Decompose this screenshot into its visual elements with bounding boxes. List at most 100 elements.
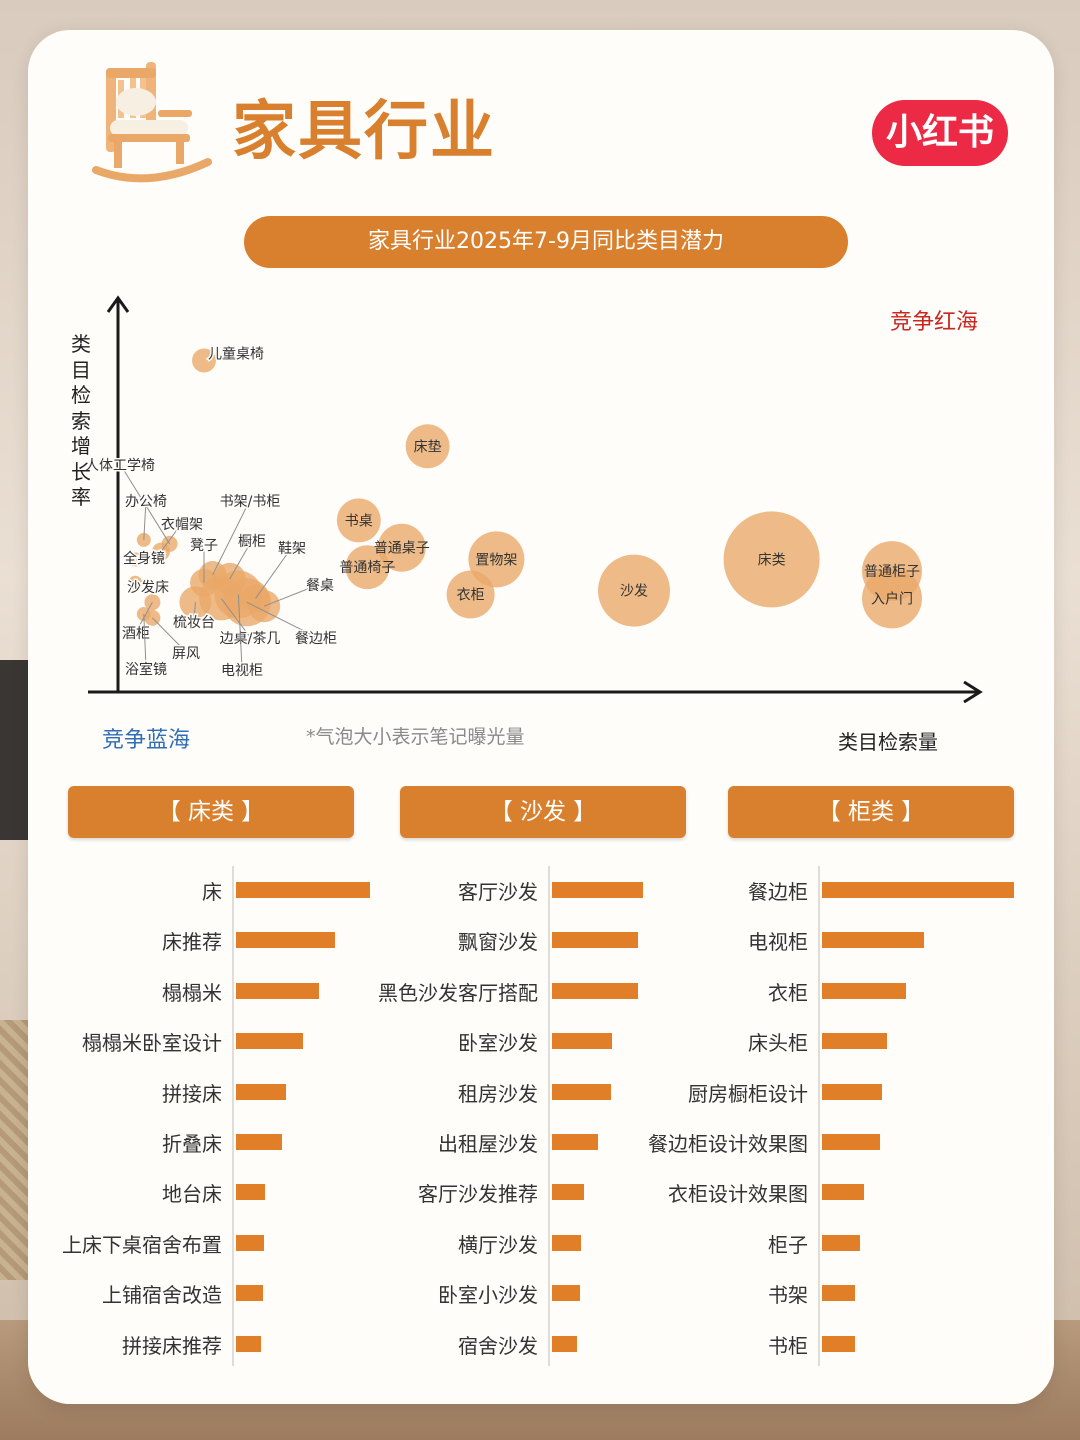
bar-value [552,1134,599,1150]
bar-category-label: 拼接床推荐 [122,1333,222,1358]
bubble-point [468,531,525,588]
bar-category-label: 卧室小沙发 [438,1283,538,1308]
bar-value [236,1184,266,1201]
bubble-label: 书桌 [345,513,373,529]
bar-category-label: 电视柜 [748,930,808,955]
panel-title-bed: 【 床类 】 [68,786,354,838]
leader-line [220,598,251,638]
bubble-label: 床类 [758,552,786,568]
bar-row: 餐边柜设计效果图 [630,1118,1030,1168]
bar-category-label: 床推荐 [162,930,222,955]
leader-line [119,463,171,545]
bubble-label: 边桌/茶几 [220,631,281,647]
bubble-point [723,511,820,608]
bar-category-label: 飘窗沙发 [458,930,538,955]
leader-line [143,499,147,540]
bubble-point [192,348,216,373]
bar-value [552,1033,613,1050]
bubble-label: 人体工学椅 [85,458,155,474]
bar-value [552,1234,582,1251]
bar-value [236,1234,265,1251]
bar-category-label: 榻榻米卧室设计 [82,1031,222,1056]
bar-value [552,932,639,949]
x-axis-arrow [963,680,983,704]
bar-chart-sofa: 客厅沙发飘窗沙发黑色沙发客厅搭配卧室沙发租房沙发出租屋沙发客厅沙发推荐 横厅沙发卧… [356,866,656,1366]
bar-value [236,1285,263,1302]
panel-title-cabinet: 【 柜类 】 [728,786,1014,838]
bar-value [822,1083,882,1100]
bar-row: 地台床 [40,1168,380,1218]
bar-row: 飘窗沙发 [356,916,656,966]
bar-row: 拼接床 [40,1068,380,1118]
bar-category-label: 卧室沙发 [458,1031,538,1056]
bar-row: 上铺宿舍改造 [40,1269,380,1319]
bar-value [552,1184,584,1201]
bar-row: 折叠床 [40,1118,380,1168]
bubble-label: 凳子 [190,538,218,554]
bubble-label: 床垫 [414,439,442,455]
bar-row: 榻榻米 [40,967,380,1017]
leader-line [193,602,196,622]
bar-category-label: 折叠床 [162,1132,222,1156]
bar-value [552,1285,581,1302]
bar-category-label: 宿舍沙发 [458,1333,538,1358]
brand-badge[interactable]: 小红书 [872,100,1008,166]
bar-row: 横厅沙发 [356,1219,656,1269]
bar-row: 出租屋沙发 [356,1118,656,1168]
bar-category-label: 客厅沙发 [458,880,538,904]
bar-value [552,1335,577,1352]
bubble-point [336,498,381,543]
bar-row: 床头柜 [630,1017,1030,1067]
bar-row: 床 [40,866,380,916]
bar-category-label: 书柜 [768,1333,808,1358]
bubble-label: 梳妆台 [173,615,215,631]
chart-subtitle: 家具行业2025年7-9月同比类目潜力 [244,216,848,268]
y-axis-label: 类目检索增长率 [71,332,91,509]
bubble-label: 入户门 [871,590,913,607]
bubble-label: 办公椅 [125,494,167,510]
bar-value [822,1335,855,1352]
bubble-label: 电视柜 [221,663,263,679]
bar-value [236,932,336,949]
bubble-label: 餐边柜 [295,631,337,647]
bar-value [822,982,907,999]
bar-category-label: 租房沙发 [458,1081,538,1106]
leader-line [152,617,187,653]
bar-category-label: 餐边柜设计效果图 [648,1132,808,1156]
bar-axis-line [548,866,550,1366]
bar-value [822,1184,865,1201]
bar-value [822,1033,888,1050]
bubble-point [446,570,495,619]
bubble-label: 书架/书柜 [220,494,281,510]
bar-value [822,1134,880,1150]
bar-category-label: 黑色沙发客厅搭配 [378,980,538,1005]
bar-row: 床推荐 [40,916,380,966]
bar-row: 书柜 [630,1320,1030,1370]
bar-row: 租房沙发 [356,1068,656,1118]
bubble-label: 浴室镜 [125,661,167,678]
bubble-point [862,568,922,629]
bar-value [822,1234,861,1251]
bar-row: 柜子 [630,1219,1030,1269]
bar-value [236,882,370,898]
room-rug [0,1020,30,1280]
bar-value [552,1083,612,1100]
bar-value [822,1285,855,1302]
leader-line [264,583,321,607]
panel-title-sofa: 【 沙发 】 [400,786,686,838]
bar-row: 客厅沙发推荐 [356,1168,656,1218]
bar-value [552,982,638,999]
bar-row: 拼接床推荐 [40,1320,380,1370]
bar-category-label: 出租屋沙发 [438,1132,538,1156]
leader-line [246,601,317,638]
bubble-point [377,523,426,572]
bubble-point [405,424,450,469]
bar-value [552,882,643,898]
bar-row: 榻榻米卧室设计 [40,1017,380,1067]
bubble-point [345,545,390,590]
bubble-size-note: *气泡大小表示笔记曝光量 [306,726,525,748]
bar-value [236,1134,282,1150]
bar-value [236,982,320,999]
bar-axis-line [232,866,234,1366]
bubble-label: 普通桌子 [374,541,430,557]
